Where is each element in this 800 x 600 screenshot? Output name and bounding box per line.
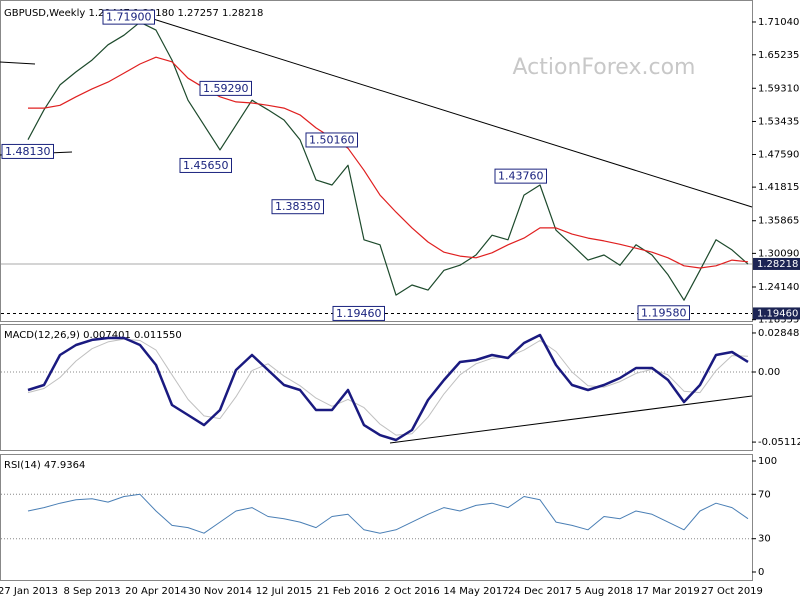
- annotation-box: [305, 132, 358, 148]
- macd-frame: [0, 324, 753, 451]
- y-tick-label: 30: [758, 534, 771, 545]
- y-tick-label: 1.24140: [758, 282, 799, 293]
- y-tick-label: 1.30090: [758, 248, 799, 259]
- series-line: [27, 21, 749, 301]
- y-tick-label: 1.71040: [758, 17, 799, 28]
- level-label-box: [753, 257, 800, 270]
- y-tick-label: 100: [758, 456, 777, 467]
- annotation-box: [102, 9, 155, 25]
- trend-line: [0, 61, 36, 65]
- annotation-label: 1.71900: [106, 11, 152, 24]
- x-tick-label: 24 Dec 2017: [508, 586, 572, 597]
- annotation-label: 1.45650: [183, 159, 229, 172]
- y-tick-label: 0.00: [758, 367, 780, 378]
- annotation-box: [271, 199, 324, 215]
- annotation-label: 1.19460: [336, 307, 382, 320]
- series-line: [27, 493, 749, 534]
- x-tick-label: 21 Feb 2016: [317, 586, 379, 597]
- trend-line: [149, 17, 753, 208]
- price-frame: [0, 0, 753, 322]
- x-tick-label: 12 Jul 2015: [256, 586, 313, 597]
- x-tick-label: 14 May 2017: [443, 586, 508, 597]
- annotation-label: 1.43760: [498, 170, 544, 183]
- level-label: 1.19460: [757, 308, 798, 319]
- y-tick-label: 70: [758, 489, 771, 500]
- y-tick-label: 1.18355: [758, 315, 799, 326]
- annotation-label: 1.38350: [275, 200, 321, 213]
- series-line: [28, 56, 749, 269]
- panel-title: MACD(12,26,9) 0.007401 0.011550: [4, 330, 182, 341]
- annotation-label: 1.48130: [5, 145, 51, 158]
- y-tick-label: 0: [758, 567, 764, 578]
- x-tick-label: 5 Aug 2018: [575, 586, 633, 597]
- y-tick-label: -0.051125: [758, 437, 800, 448]
- rsi-frame: [0, 454, 753, 581]
- annotation-label: 1.50160: [309, 133, 355, 146]
- annotation-box: [637, 305, 690, 321]
- annotation-box: [494, 168, 547, 184]
- x-tick-label: 17 Mar 2019: [636, 586, 699, 597]
- series-line: [27, 338, 749, 436]
- annotation-label: 1.19580: [641, 306, 687, 319]
- y-tick-label: 1.59310: [758, 83, 799, 94]
- x-tick-label: 20 Apr 2014: [125, 586, 187, 597]
- annotation-box: [332, 305, 385, 321]
- y-tick-label: 1.47590: [758, 149, 799, 160]
- level-label: 1.28218: [757, 259, 798, 270]
- panel-title: RSI(14) 47.9364: [4, 460, 85, 471]
- y-tick-label: 1.41815: [758, 182, 799, 193]
- y-tick-label: 1.53435: [758, 116, 799, 127]
- annotation-box: [1, 143, 54, 159]
- level-label-box: [753, 307, 800, 320]
- y-tick-label: 1.65235: [758, 50, 799, 61]
- y-tick-label: 0.028489: [758, 328, 800, 339]
- x-tick-label: 8 Sep 2013: [63, 586, 120, 597]
- series-line: [27, 333, 749, 442]
- annotation-box: [199, 80, 252, 96]
- x-tick-label: 30 Nov 2014: [188, 586, 252, 597]
- annotation-box: [179, 157, 232, 173]
- macd-trend-line: [389, 395, 753, 444]
- annotation-label: 1.59290: [203, 82, 249, 95]
- x-tick-label: 27 Jan 2013: [0, 586, 58, 597]
- x-tick-label: 27 Oct 2019: [701, 586, 763, 597]
- y-tick-label: 1.35865: [758, 216, 799, 227]
- watermark: ActionForex.com: [513, 55, 696, 80]
- x-tick-label: 2 Oct 2016: [384, 586, 439, 597]
